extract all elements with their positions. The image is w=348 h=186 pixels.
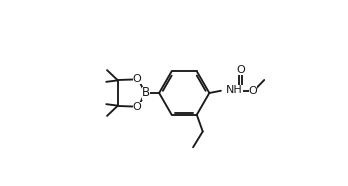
Text: O: O	[133, 74, 142, 84]
Text: O: O	[249, 86, 258, 96]
Text: NH: NH	[226, 85, 243, 95]
Text: B: B	[142, 86, 150, 100]
Text: O: O	[133, 102, 142, 112]
Text: O: O	[236, 65, 245, 75]
